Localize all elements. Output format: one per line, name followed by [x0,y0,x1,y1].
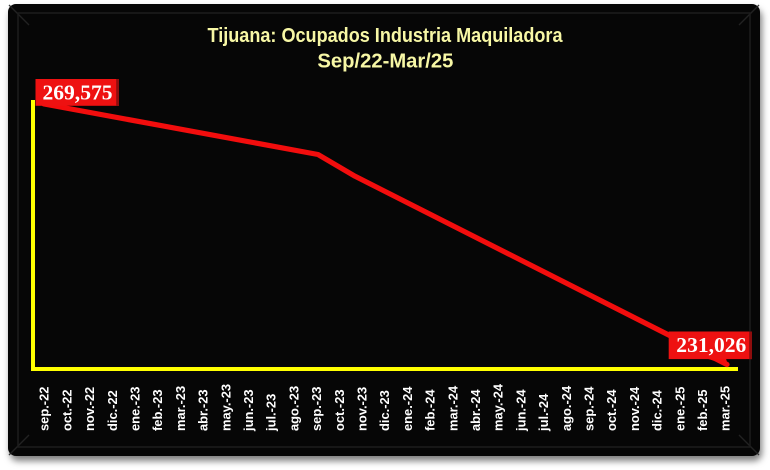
svg-text:oct.-22: oct.-22 [59,389,74,431]
svg-text:269,575: 269,575 [43,81,113,105]
svg-text:ene.-23: ene.-23 [128,387,143,431]
svg-text:dic.-23: dic.-23 [377,390,392,431]
svg-text:Sep/22-Mar/25: Sep/22-Mar/25 [317,50,453,73]
svg-text:oct.-24: oct.-24 [604,389,619,431]
svg-text:dic.-22: dic.-22 [105,390,120,431]
svg-text:231,026: 231,026 [676,333,746,357]
svg-text:jun.-23: jun.-23 [241,389,256,432]
svg-text:may.-23: may.-23 [218,384,233,431]
svg-text:dic.-24: dic.-24 [650,389,665,431]
svg-text:feb.-23: feb.-23 [150,389,165,431]
svg-text:ene.-25: ene.-25 [672,387,687,431]
svg-text:ene.-24: ene.-24 [400,386,415,431]
svg-text:nov.-23: nov.-23 [355,387,370,431]
svg-text:sep.-24: sep.-24 [582,386,597,431]
svg-text:mar.-25: mar.-25 [718,386,733,431]
svg-text:mar.-23: mar.-23 [173,386,188,431]
svg-text:abr.-23: abr.-23 [196,389,211,431]
svg-text:feb.-25: feb.-25 [695,389,710,431]
svg-text:may.-24: may.-24 [491,383,506,431]
svg-text:nov.-24: nov.-24 [627,386,642,431]
svg-text:ago.-23: ago.-23 [286,386,301,431]
svg-text:nov.-22: nov.-22 [82,387,97,431]
svg-text:jun.-24: jun.-24 [513,389,528,432]
svg-text:jul.-23: jul.-23 [264,394,279,432]
svg-text:jul.-24: jul.-24 [536,393,551,432]
svg-text:sep.-22: sep.-22 [37,387,52,431]
svg-text:Tijuana: Ocupados Industria Ma: Tijuana: Ocupados Industria Maquiladora [208,24,564,47]
svg-text:oct.-23: oct.-23 [332,389,347,431]
svg-text:feb.-24: feb.-24 [423,389,438,431]
svg-text:abr.-24: abr.-24 [468,389,483,431]
svg-text:sep.-23: sep.-23 [309,387,324,431]
svg-text:mar.-24: mar.-24 [445,385,460,431]
svg-text:ago.-24: ago.-24 [559,385,574,431]
